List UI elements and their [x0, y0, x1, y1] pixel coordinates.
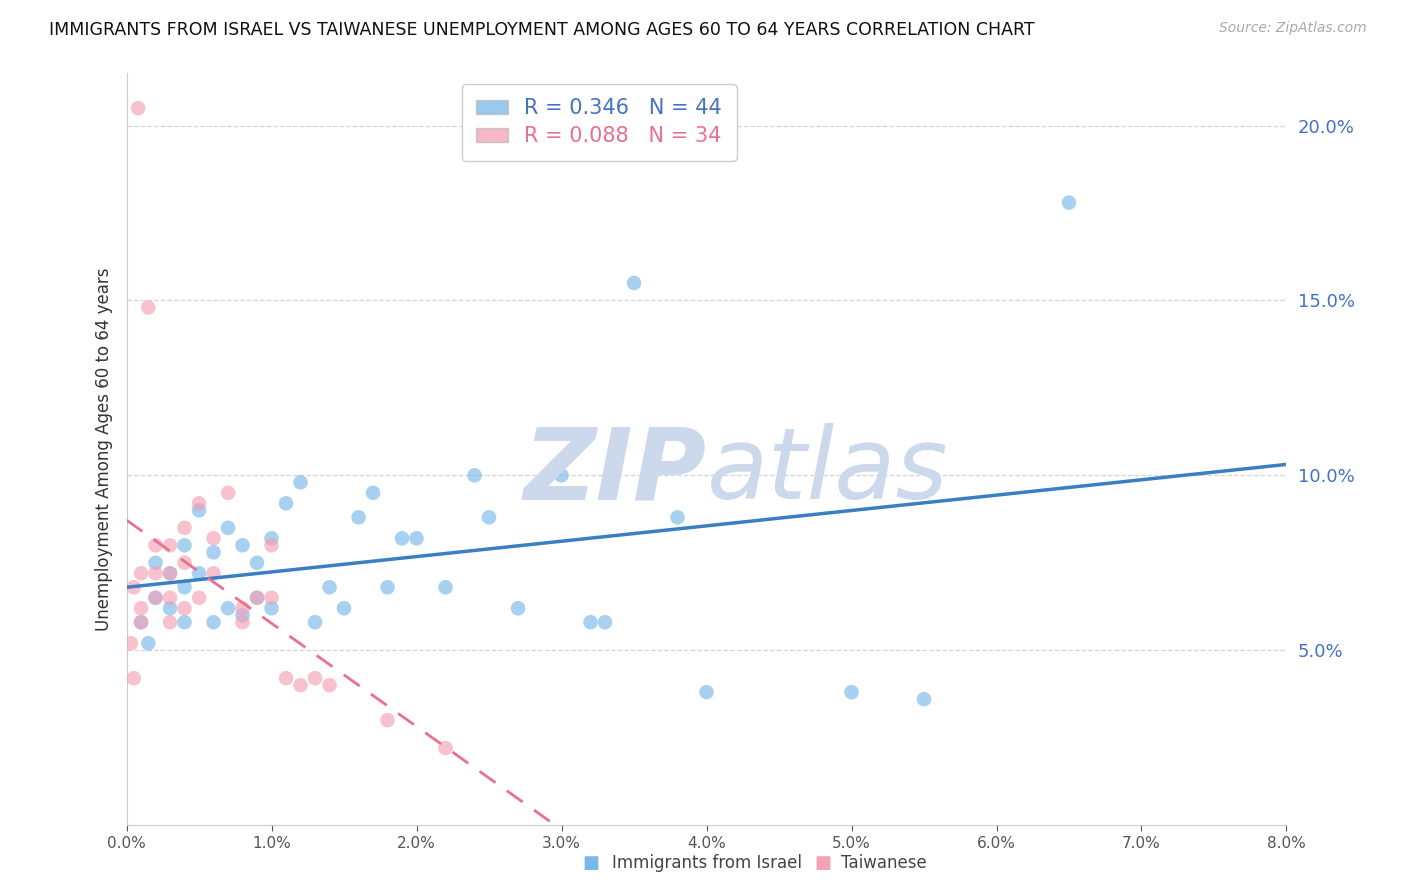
- Point: [841, 685, 863, 699]
- Point: [347, 510, 370, 524]
- Text: ■: ■: [582, 855, 599, 872]
- Point: [274, 496, 297, 510]
- Point: [912, 692, 935, 706]
- Point: [136, 636, 159, 650]
- Point: [1057, 195, 1080, 210]
- Point: [136, 301, 159, 315]
- Point: [129, 615, 152, 630]
- Point: [405, 531, 427, 545]
- Point: [377, 580, 399, 594]
- Point: [361, 486, 384, 500]
- Point: [246, 591, 269, 605]
- Point: [246, 591, 269, 605]
- Point: [120, 636, 142, 650]
- Text: Immigrants from Israel: Immigrants from Israel: [612, 855, 801, 872]
- Point: [290, 678, 312, 692]
- Point: [173, 601, 195, 615]
- Point: [290, 475, 312, 490]
- Point: [217, 601, 239, 615]
- Point: [145, 591, 167, 605]
- Point: [145, 538, 167, 552]
- Point: [304, 671, 326, 685]
- Point: [231, 608, 254, 623]
- Point: [129, 615, 152, 630]
- Point: [666, 510, 689, 524]
- Text: IMMIGRANTS FROM ISRAEL VS TAIWANESE UNEMPLOYMENT AMONG AGES 60 TO 64 YEARS CORRE: IMMIGRANTS FROM ISRAEL VS TAIWANESE UNEM…: [49, 21, 1035, 38]
- Text: ■: ■: [814, 855, 831, 872]
- Text: atlas: atlas: [707, 423, 948, 520]
- Point: [159, 566, 181, 581]
- Point: [260, 531, 283, 545]
- Point: [129, 601, 152, 615]
- Point: [464, 468, 486, 483]
- Point: [159, 601, 181, 615]
- Point: [231, 538, 254, 552]
- Point: [173, 615, 195, 630]
- Point: [333, 601, 356, 615]
- Point: [173, 521, 195, 535]
- Point: [318, 678, 340, 692]
- Point: [506, 601, 529, 615]
- Point: [188, 566, 211, 581]
- Point: [159, 538, 181, 552]
- Point: [188, 496, 211, 510]
- Point: [246, 556, 269, 570]
- Point: [231, 601, 254, 615]
- Point: [159, 615, 181, 630]
- Point: [159, 566, 181, 581]
- Point: [231, 615, 254, 630]
- Point: [202, 566, 225, 581]
- Point: [391, 531, 413, 545]
- Point: [623, 276, 645, 290]
- Point: [696, 685, 718, 699]
- Point: [202, 545, 225, 559]
- Point: [579, 615, 602, 630]
- Point: [145, 566, 167, 581]
- Point: [550, 468, 572, 483]
- Point: [145, 556, 167, 570]
- Point: [260, 538, 283, 552]
- Point: [129, 566, 152, 581]
- Point: [260, 601, 283, 615]
- Point: [434, 741, 457, 756]
- Y-axis label: Unemployment Among Ages 60 to 64 years: Unemployment Among Ages 60 to 64 years: [94, 268, 112, 631]
- Text: Taiwanese: Taiwanese: [841, 855, 927, 872]
- Point: [478, 510, 501, 524]
- Point: [318, 580, 340, 594]
- Point: [260, 591, 283, 605]
- Point: [188, 591, 211, 605]
- Point: [173, 580, 195, 594]
- Point: [145, 591, 167, 605]
- Point: [202, 615, 225, 630]
- Point: [377, 713, 399, 727]
- Point: [122, 671, 145, 685]
- Point: [434, 580, 457, 594]
- Point: [188, 503, 211, 517]
- Point: [202, 531, 225, 545]
- Text: ZIP: ZIP: [523, 423, 707, 520]
- Point: [217, 486, 239, 500]
- Point: [304, 615, 326, 630]
- Point: [122, 580, 145, 594]
- Legend: R = 0.346   N = 44, R = 0.088   N = 34: R = 0.346 N = 44, R = 0.088 N = 34: [461, 84, 737, 161]
- Point: [173, 556, 195, 570]
- Point: [217, 521, 239, 535]
- Point: [127, 101, 149, 115]
- Point: [593, 615, 616, 630]
- Point: [274, 671, 297, 685]
- Text: Source: ZipAtlas.com: Source: ZipAtlas.com: [1219, 21, 1367, 35]
- Point: [159, 591, 181, 605]
- Point: [173, 538, 195, 552]
